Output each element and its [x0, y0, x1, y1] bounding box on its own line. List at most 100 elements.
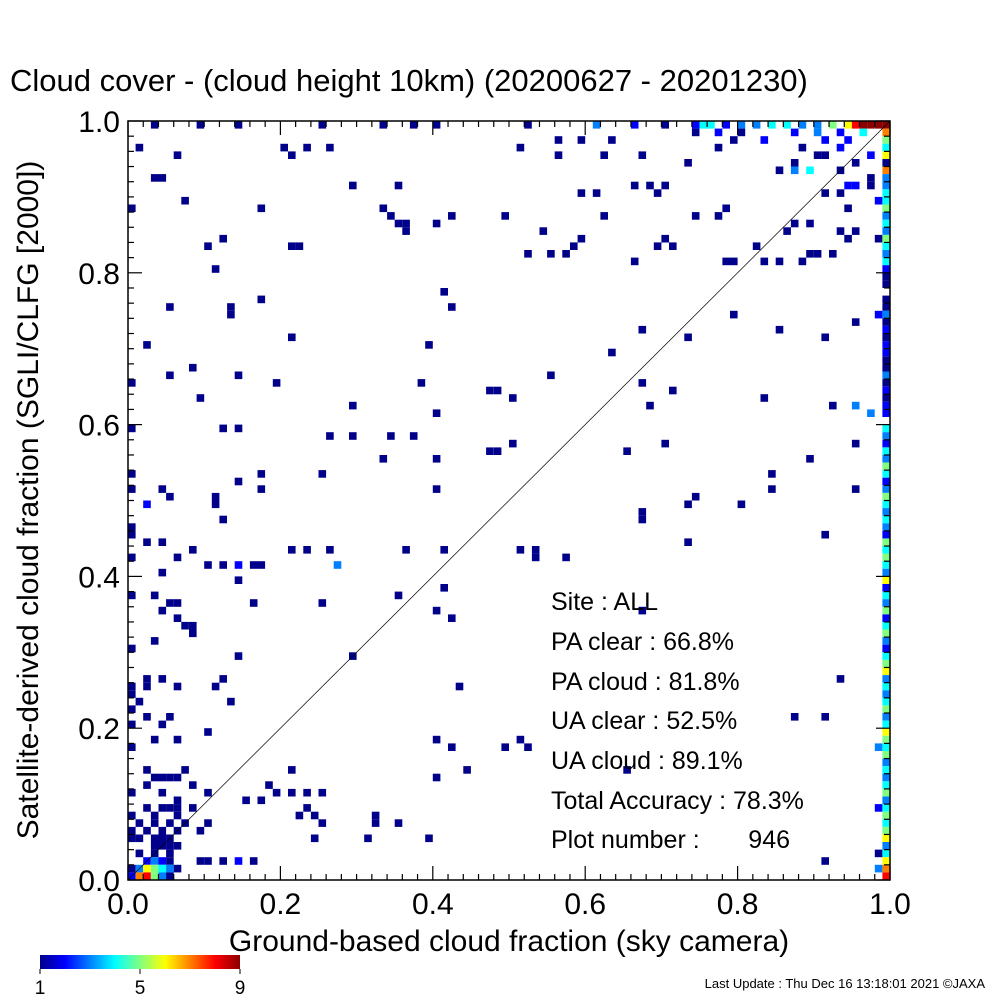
density-cell: [173, 614, 182, 622]
density-cell: [882, 136, 890, 144]
density-cell: [577, 136, 586, 144]
density-cell: [882, 485, 890, 493]
density-cell: [303, 804, 311, 812]
density-cell: [882, 219, 890, 228]
density-cell: [204, 788, 212, 797]
density-cell: [661, 439, 669, 448]
density-cell: [882, 401, 890, 410]
density-cell: [143, 682, 151, 691]
density-cell: [882, 303, 890, 311]
density-cell: [653, 189, 662, 197]
density-cell: [836, 227, 845, 235]
density-cell: [882, 227, 890, 235]
density-cell: [882, 455, 890, 463]
density-cell: [524, 743, 532, 751]
density-cell: [882, 591, 890, 600]
density-cell: [295, 811, 304, 820]
density-cell: [874, 234, 883, 243]
density-cell: [189, 781, 197, 789]
density-cell: [387, 432, 395, 440]
density-cell: [882, 151, 890, 159]
density-cell: [272, 379, 281, 387]
density-cell: [882, 568, 890, 577]
density-cell: [882, 181, 890, 190]
density-cell: [638, 508, 647, 516]
density-cell: [364, 834, 372, 843]
density-cell: [882, 705, 890, 713]
density-cell: [859, 121, 868, 129]
density-cell: [440, 288, 448, 296]
density-cell: [326, 432, 334, 440]
density-cell: [760, 136, 769, 144]
density-cell: [128, 705, 136, 713]
y-tick-label: 1.0: [78, 106, 120, 139]
density-cell: [128, 379, 136, 387]
density-cell: [882, 834, 890, 843]
density-cell: [882, 143, 890, 152]
density-cell: [524, 121, 532, 129]
density-cell: [150, 121, 159, 129]
density-cell: [882, 675, 890, 683]
density-cell: [303, 143, 311, 152]
stat-site: Site : ALL: [551, 588, 658, 616]
density-cell: [737, 121, 746, 129]
density-cell: [394, 591, 403, 600]
density-cell: [128, 682, 136, 691]
density-cell: [882, 530, 890, 539]
density-cell: [592, 189, 601, 197]
x-tick-label: 0.8: [717, 888, 759, 921]
density-cells: [128, 121, 890, 880]
density-cell: [463, 766, 471, 774]
density-cell: [303, 546, 311, 554]
density-cell: [882, 280, 890, 288]
density-cell: [234, 561, 243, 569]
density-cell: [303, 788, 311, 797]
density-cell: [638, 379, 647, 387]
density-cell: [798, 257, 807, 266]
density-cell: [143, 713, 151, 721]
density-cell: [173, 842, 182, 850]
density-cell: [288, 788, 296, 797]
density-cell: [288, 151, 296, 159]
density-cell: [684, 159, 692, 167]
density-cell: [432, 219, 441, 228]
density-cell: [851, 318, 860, 326]
density-cell: [143, 766, 151, 774]
density-cell: [882, 492, 890, 501]
density-cell: [691, 128, 700, 137]
density-cell: [882, 690, 890, 698]
density-cell: [249, 561, 258, 569]
density-cell: [882, 796, 890, 805]
density-cell: [219, 675, 227, 683]
axis-ticks: 0.0 0.2 0.4 0.6 0.8 1.0 0.0 0.2 0.4 0.6 0.8 1.0: [78, 106, 911, 921]
density-cell: [882, 508, 890, 516]
density-cell: [219, 857, 227, 865]
density-cell: [874, 864, 883, 873]
density-cell: [249, 599, 258, 607]
density-cell: [882, 159, 890, 167]
density-cell: [486, 386, 494, 395]
density-cell: [882, 773, 890, 782]
density-cell: [730, 257, 738, 266]
density-cell: [775, 325, 784, 334]
density-cell: [638, 606, 647, 615]
density-cell: [882, 356, 890, 364]
density-cell: [851, 401, 860, 410]
density-cell: [722, 257, 730, 266]
density-cell: [173, 864, 182, 873]
density-cell: [181, 766, 189, 774]
density-cell: [318, 121, 327, 129]
density-cell: [425, 834, 433, 843]
density-cell: [158, 864, 167, 873]
density-cell: [882, 204, 890, 213]
density-cell: [173, 804, 182, 812]
density-cell: [440, 584, 448, 592]
density-cell: [829, 401, 837, 410]
density-cell: [333, 561, 342, 569]
density-cell: [630, 257, 639, 266]
density-cell: [882, 728, 890, 736]
density-cell: [790, 159, 799, 167]
density-cell: [882, 538, 890, 546]
density-cell: [623, 447, 631, 455]
density-cell: [882, 295, 890, 304]
